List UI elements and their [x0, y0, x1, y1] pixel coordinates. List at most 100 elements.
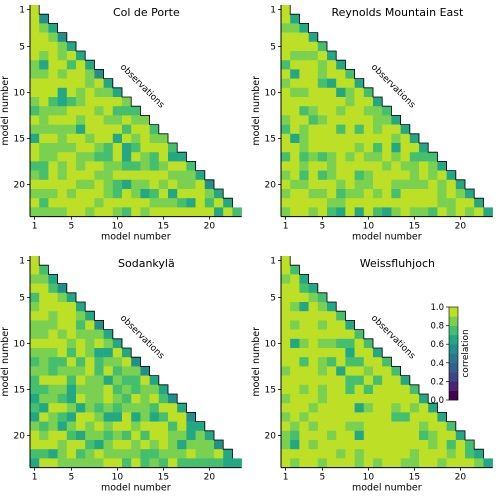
heatmap-cell	[204, 189, 215, 199]
heatmap-cell	[149, 161, 160, 171]
heatmap-cell	[409, 394, 420, 404]
heatmap-cell	[281, 115, 291, 125]
heatmap-cell	[195, 179, 206, 190]
heatmap-cell	[437, 179, 447, 190]
heatmap-cell	[308, 124, 319, 135]
heatmap-cell	[48, 311, 58, 321]
heatmap-cell	[308, 320, 319, 330]
heatmap-cell	[336, 87, 346, 98]
heatmap-cell	[57, 320, 68, 330]
heatmap-cell	[382, 430, 392, 441]
heatmap-cell	[317, 161, 328, 171]
heatmap-cell	[48, 23, 58, 33]
heatmap-cell	[85, 170, 95, 181]
heatmap-cell	[299, 384, 309, 395]
heatmap-cell	[409, 152, 420, 162]
heatmap-cell	[336, 97, 346, 107]
heatmap-cell	[158, 170, 169, 181]
y-tick-label: 10	[265, 88, 277, 98]
heatmap-cell	[66, 302, 77, 312]
heatmap-cell	[354, 143, 365, 153]
heatmap-cell	[94, 106, 104, 116]
heatmap-cell	[177, 440, 187, 450]
heatmap-cell	[327, 124, 337, 135]
heatmap-cell	[94, 97, 104, 107]
panel-title: Weissfluhjoch	[360, 257, 435, 270]
heatmap-cell	[76, 302, 86, 312]
heatmap-cell	[345, 143, 355, 153]
heatmap-cell	[281, 87, 291, 98]
heatmap-cell	[465, 189, 475, 199]
heatmap-cell	[317, 384, 328, 395]
heatmap-cell	[345, 348, 355, 358]
heatmap-cell	[373, 198, 383, 208]
x-tick-label: 20	[204, 222, 216, 232]
heatmap-cell	[290, 458, 300, 468]
colorbar-tick-label: 0.6	[430, 340, 444, 350]
heatmap-cell	[354, 348, 365, 358]
heatmap-cell	[30, 124, 40, 135]
heatmap-cell	[112, 152, 123, 162]
heatmap-cell	[204, 179, 215, 190]
heatmap-cell	[57, 329, 68, 340]
heatmap-cell	[39, 394, 49, 404]
heatmap-cell	[195, 458, 206, 468]
heatmap-cell	[419, 412, 429, 422]
heatmap-cell	[131, 458, 141, 468]
heatmap-cell	[428, 430, 438, 441]
heatmap-cell	[57, 124, 68, 135]
heatmap-cell	[281, 283, 291, 294]
heatmap-cell	[336, 170, 346, 181]
heatmap-cell	[122, 375, 132, 386]
heatmap-cell	[327, 384, 337, 395]
x-tick-label: 10	[363, 222, 375, 232]
heatmap-cell	[39, 283, 49, 294]
heatmap-cell	[336, 421, 346, 432]
heatmap-cell	[299, 198, 309, 208]
heatmap-cell	[281, 124, 291, 135]
heatmap-cell	[122, 170, 132, 181]
heatmap-cell	[39, 430, 49, 441]
heatmap-cell	[391, 143, 401, 153]
heatmap-cell	[391, 430, 401, 441]
heatmap-cell	[299, 41, 309, 52]
heatmap-cell	[140, 458, 150, 468]
colorbar-tick-label: 0.8	[430, 322, 444, 332]
heatmap-cell	[409, 384, 420, 395]
heatmap-cell	[66, 133, 77, 144]
colorbar-label: correlation	[461, 329, 471, 377]
heatmap-cell	[168, 143, 178, 153]
heatmap-cell	[437, 421, 447, 432]
heatmap-cell	[299, 51, 309, 61]
heatmap-cell	[112, 384, 123, 395]
heatmap-cell	[419, 152, 429, 162]
heatmap-cell	[373, 458, 383, 468]
heatmap-cell	[57, 384, 68, 395]
heatmap-cell	[94, 412, 104, 422]
heatmap-cell	[48, 32, 58, 43]
heatmap-cell	[168, 449, 178, 459]
heatmap-cell	[327, 366, 337, 376]
heatmap-cell	[290, 274, 300, 284]
heatmap-cell	[409, 133, 420, 144]
heatmap-cell	[382, 403, 392, 413]
heatmap-cell	[308, 133, 319, 144]
heatmap-cell	[57, 357, 68, 367]
heatmap-cell	[409, 143, 420, 153]
heatmap-cell	[85, 189, 95, 199]
heatmap-cell	[437, 449, 447, 459]
heatmap-cell	[327, 87, 337, 98]
heatmap-cell	[290, 87, 300, 98]
heatmap-cell	[419, 170, 429, 181]
heatmap-cell	[354, 115, 365, 125]
heatmap-cell	[85, 329, 95, 340]
heatmap-cell	[30, 198, 40, 208]
heatmap-cell	[57, 348, 68, 358]
heatmap-cell	[290, 78, 300, 89]
heatmap-cell	[382, 170, 392, 181]
heatmap-cell	[39, 207, 49, 217]
heatmap-cell	[66, 412, 77, 422]
heatmap-cell	[455, 430, 466, 441]
heatmap-cell	[327, 403, 337, 413]
